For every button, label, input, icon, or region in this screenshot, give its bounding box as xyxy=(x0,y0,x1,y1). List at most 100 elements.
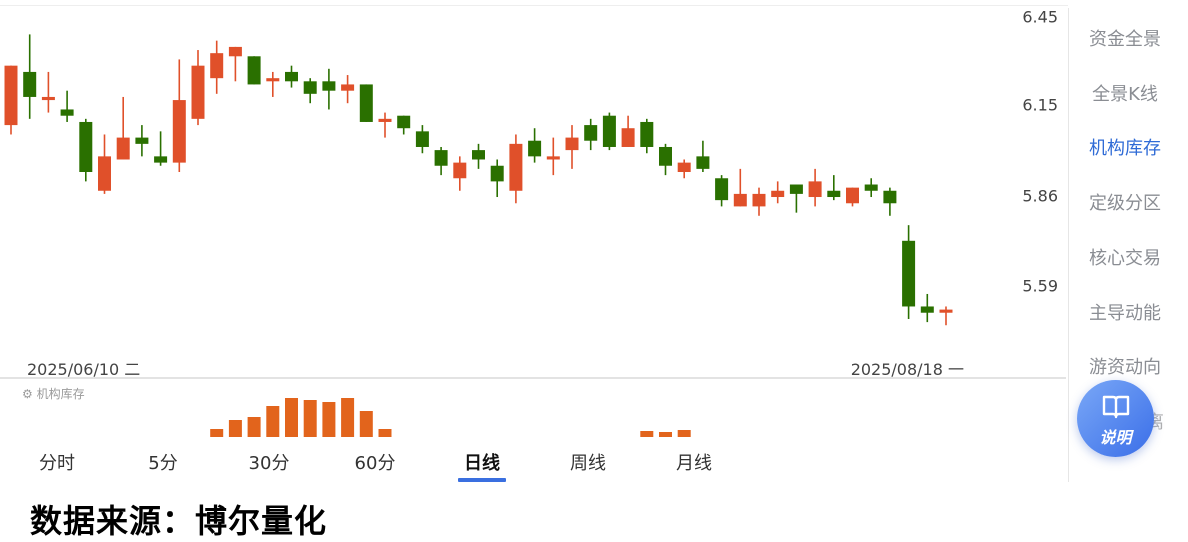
tab-fenshi[interactable]: 分时 xyxy=(39,453,75,474)
candle-down[interactable] xyxy=(490,159,504,198)
candle-down[interactable] xyxy=(584,118,598,151)
sidebar-item-institution-inventory[interactable]: 机构库存 xyxy=(1089,138,1161,159)
candle-body xyxy=(696,156,710,169)
candle-down[interactable] xyxy=(920,293,934,323)
candle-down[interactable] xyxy=(247,56,261,85)
candle-down[interactable] xyxy=(397,115,411,135)
candle-down[interactable] xyxy=(303,78,317,104)
indicator-label: ⚙ 机构库存 xyxy=(22,385,85,402)
candle-down[interactable] xyxy=(602,112,616,151)
candle-up[interactable] xyxy=(565,125,579,169)
indicator-bar xyxy=(266,406,280,437)
candle-down[interactable] xyxy=(715,175,729,207)
candle-up[interactable] xyxy=(808,168,822,207)
tab-30min[interactable]: 30分 xyxy=(248,453,290,474)
tab-5min[interactable]: 5分 xyxy=(148,453,178,474)
y-tick: 6.15 xyxy=(1022,95,1058,115)
candle-up[interactable] xyxy=(453,156,467,191)
candle-body xyxy=(789,184,803,194)
sidebar-item-hot-money[interactable]: 游资动向 xyxy=(1089,357,1161,378)
sidebar-item-leading-momentum[interactable]: 主导动能 xyxy=(1089,303,1161,324)
candle-down[interactable] xyxy=(789,184,803,213)
candle-up[interactable] xyxy=(191,50,205,126)
candle-body xyxy=(546,156,560,160)
tab-monthly[interactable]: 月线 xyxy=(676,453,712,474)
candle-up[interactable] xyxy=(846,187,859,207)
candle-body xyxy=(247,56,261,85)
top-divider xyxy=(0,5,1068,6)
candle-down[interactable] xyxy=(434,146,448,176)
candle-body xyxy=(640,121,654,147)
candle-up[interactable] xyxy=(771,181,785,204)
tab-60min[interactable]: 60分 xyxy=(354,453,396,474)
candle-up[interactable] xyxy=(98,134,111,194)
candle-up[interactable] xyxy=(378,112,392,138)
candle-down[interactable] xyxy=(285,65,298,88)
indicator-bar xyxy=(322,402,336,437)
candlestick-chart[interactable] xyxy=(0,0,1066,350)
candle-down[interactable] xyxy=(640,118,654,154)
candle-up[interactable] xyxy=(509,134,523,204)
candle-down[interactable] xyxy=(415,125,429,154)
candle-down[interactable] xyxy=(827,175,841,201)
candle-down[interactable] xyxy=(696,140,710,172)
gear-icon: ⚙ xyxy=(22,387,33,401)
candle-up[interactable] xyxy=(939,306,953,326)
candle-body xyxy=(116,137,130,160)
indicator-bar xyxy=(359,411,373,437)
candle-down[interactable] xyxy=(154,131,168,166)
candle-down[interactable] xyxy=(23,34,37,119)
candle-body xyxy=(715,178,729,201)
candle-up[interactable] xyxy=(41,71,55,113)
candle-body xyxy=(677,162,691,172)
candle-down[interactable] xyxy=(528,128,542,163)
candle-down[interactable] xyxy=(864,178,878,198)
candle-down[interactable] xyxy=(322,68,336,110)
candle-up[interactable] xyxy=(116,96,130,160)
candle-body xyxy=(528,140,542,157)
candle-down[interactable] xyxy=(60,90,74,122)
data-source: 数据来源：博尔量化 xyxy=(30,502,328,540)
candle-body xyxy=(285,71,298,82)
candle-body xyxy=(621,128,635,147)
candle-body xyxy=(434,150,448,166)
candle-down[interactable] xyxy=(135,125,149,157)
candle-down[interactable] xyxy=(472,143,485,169)
explain-button[interactable]: 说明 xyxy=(1077,380,1154,457)
candle-down[interactable] xyxy=(883,187,897,216)
candle-up[interactable] xyxy=(341,75,355,104)
indicator-bar xyxy=(341,398,355,437)
candle-up[interactable] xyxy=(228,46,242,82)
candle-up[interactable] xyxy=(546,137,560,176)
candle-down[interactable] xyxy=(79,118,93,182)
candle-up[interactable] xyxy=(4,65,18,135)
sidebar-divider xyxy=(1068,8,1069,482)
candle-body xyxy=(902,240,916,307)
tab-weekly[interactable]: 周线 xyxy=(570,453,606,474)
sidebar-item-fund-overview[interactable]: 资金全景 xyxy=(1089,29,1161,50)
indicator-bar xyxy=(285,398,298,437)
candle-down[interactable] xyxy=(659,143,672,176)
y-tick: 6.45 xyxy=(1022,7,1058,27)
tab-daily[interactable]: 日线 xyxy=(464,453,500,474)
candle-up[interactable] xyxy=(266,71,280,97)
candle-body xyxy=(733,193,747,207)
candle-body xyxy=(771,190,785,198)
chart-divider xyxy=(0,377,1066,379)
candle-body xyxy=(98,156,111,191)
sidebar-item-grading-zone[interactable]: 定级分区 xyxy=(1089,193,1161,214)
candle-up[interactable] xyxy=(172,59,186,172)
sidebar-item-panorama-kline[interactable]: 全景K线 xyxy=(1092,84,1158,105)
candle-down[interactable] xyxy=(902,225,916,319)
candle-body xyxy=(864,184,878,191)
candle-up[interactable] xyxy=(210,40,224,94)
end-date-label: 2025/08/18 一 xyxy=(850,360,964,379)
candle-up[interactable] xyxy=(733,168,747,207)
sidebar-item-core-trading[interactable]: 核心交易 xyxy=(1089,248,1161,269)
candle-down[interactable] xyxy=(359,84,373,122)
candle-up[interactable] xyxy=(752,187,766,216)
candle-up[interactable] xyxy=(677,159,691,179)
candle-body xyxy=(920,306,934,313)
candle-up[interactable] xyxy=(621,115,635,147)
candle-body xyxy=(378,118,392,122)
